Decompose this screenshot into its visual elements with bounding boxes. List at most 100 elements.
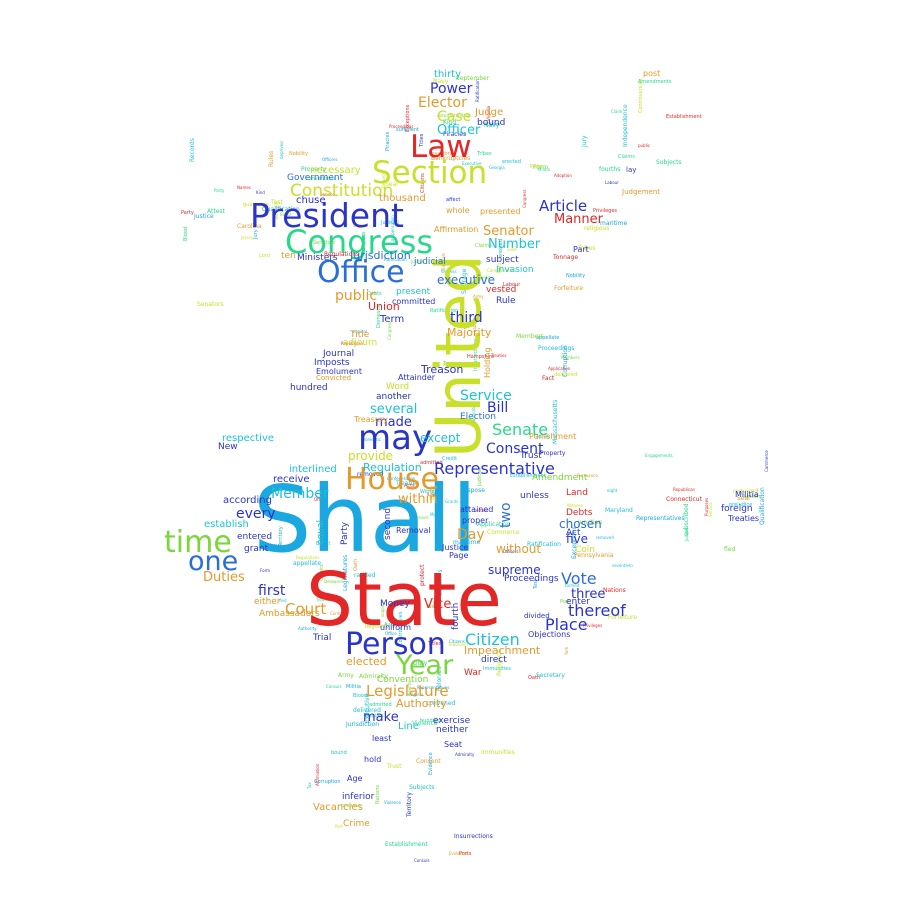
filler-word: Ratification — [475, 79, 480, 102]
word-officer: Officer — [437, 123, 481, 138]
filler-word: Nobility — [289, 151, 309, 157]
filler-word: Tribes — [477, 151, 492, 157]
word-page: Page — [449, 551, 469, 560]
filler-word: Titles — [428, 641, 442, 647]
word-case: Case — [437, 109, 472, 125]
word-neither: neither — [436, 725, 469, 735]
filler-word: Violence — [412, 720, 438, 727]
filler-word: Commerce — [764, 450, 769, 472]
word-post: post — [643, 69, 661, 78]
filler-word: Treaties — [396, 480, 420, 487]
filler-word: Duty — [397, 393, 407, 398]
filler-word: Laws — [428, 492, 439, 497]
word-word: Word — [386, 382, 410, 392]
filler-word: Ratification — [384, 257, 407, 262]
word-justice: Justice — [442, 543, 469, 552]
word-rule: Rule — [496, 296, 516, 306]
word-law: Law — [410, 129, 472, 165]
filler-word: Treaties — [364, 713, 384, 719]
filler-word: Party — [214, 188, 225, 193]
word-proceedings: Proceedings — [504, 574, 559, 584]
word-several: several — [370, 402, 418, 417]
filler-word: Port — [560, 599, 570, 605]
filler-word: Ports — [459, 851, 472, 857]
filler-word: Navy — [433, 78, 449, 85]
filler-word: Senators — [197, 301, 224, 308]
filler-word: Bankruptcies — [442, 419, 475, 425]
filler-word: Test — [271, 199, 283, 206]
word-elected: elected — [346, 655, 387, 668]
word-made: made — [375, 415, 412, 430]
filler-word: valid — [507, 247, 517, 252]
word-executive: executive — [437, 273, 496, 287]
filler-word: Citizens — [449, 639, 465, 644]
word-bound: bound — [477, 118, 506, 128]
word-necessary: necessary — [310, 165, 361, 176]
filler-word: Service — [708, 502, 713, 517]
word-ministers: Ministers — [297, 253, 338, 263]
filler-word: Ratification — [527, 541, 561, 548]
filler-word: Militia — [346, 684, 361, 690]
filler-word: Amendments — [638, 79, 672, 85]
filler-word: Qualification — [759, 487, 766, 525]
word-punishment: Punishment — [529, 432, 577, 441]
filler-word: Vessels — [414, 515, 429, 520]
filler-word: Establishment — [385, 841, 428, 848]
word-title: Title — [350, 330, 370, 340]
filler-word: fled — [279, 598, 287, 603]
word-affirmation: Affirmation — [434, 225, 479, 234]
filler-word: Tax — [426, 604, 435, 610]
filler-word: Labour — [264, 543, 282, 549]
word-constitution: Constitution — [290, 181, 394, 201]
filler-word: Claim — [611, 109, 623, 114]
word-court: Court — [285, 600, 327, 618]
filler-word: deprived — [279, 141, 284, 159]
word-state: State — [306, 557, 502, 643]
word-party: Party — [340, 521, 350, 545]
filler-word: Commerce — [487, 529, 520, 536]
word-divided: divided — [524, 612, 550, 620]
word-direct: direct — [481, 655, 507, 665]
word-ambassadors: Ambassadors — [259, 609, 320, 619]
filler-word: Evidence — [449, 851, 468, 856]
filler-word: Tonnage — [553, 254, 579, 261]
word-majority: Majority — [447, 326, 492, 339]
filler-word: delivered — [554, 372, 578, 378]
filler-word: removed — [357, 471, 384, 478]
filler-word: Georgia — [489, 165, 505, 170]
word-objections: Objections — [528, 630, 571, 639]
word-journal: Journal — [323, 349, 355, 359]
filler-word: Fact — [542, 375, 555, 382]
filler-word: Property — [540, 450, 566, 457]
word-duties: Duties — [203, 570, 245, 585]
word-part: Part — [573, 245, 589, 254]
word-new: New — [218, 442, 238, 452]
word-emolument: Emolument — [316, 367, 362, 376]
word-vacancies: Vacancies — [313, 802, 363, 813]
filler-word: Witness — [441, 269, 457, 274]
word-exercise: exercise — [433, 716, 471, 726]
word-amendment: Amendment — [532, 473, 588, 483]
word-treaties: Treaties — [728, 514, 760, 523]
filler-word: Witness — [567, 503, 583, 508]
word-lay: lay — [626, 166, 637, 174]
word-consent: Consent — [486, 441, 544, 457]
word-representative: Representative — [434, 459, 555, 478]
filler-word: Forfeiture — [554, 285, 584, 292]
filler-word: removed — [596, 535, 614, 540]
word-coin: Coin — [575, 545, 595, 555]
filler-word: Compensation — [487, 268, 516, 273]
filler-word: Blood — [353, 693, 368, 699]
word-person: Person — [345, 627, 446, 662]
filler-word: Domestic — [362, 437, 381, 442]
word-member: Member — [271, 486, 329, 502]
word-treason: Treason — [421, 363, 464, 376]
filler-word: Application — [548, 366, 571, 371]
word-within: within — [398, 492, 438, 507]
word-two: two — [498, 502, 514, 528]
filler-word: Nobility — [566, 273, 586, 279]
filler-word: Service — [320, 192, 335, 197]
word-make: make — [363, 710, 399, 725]
filler-word: maritime — [453, 539, 481, 546]
